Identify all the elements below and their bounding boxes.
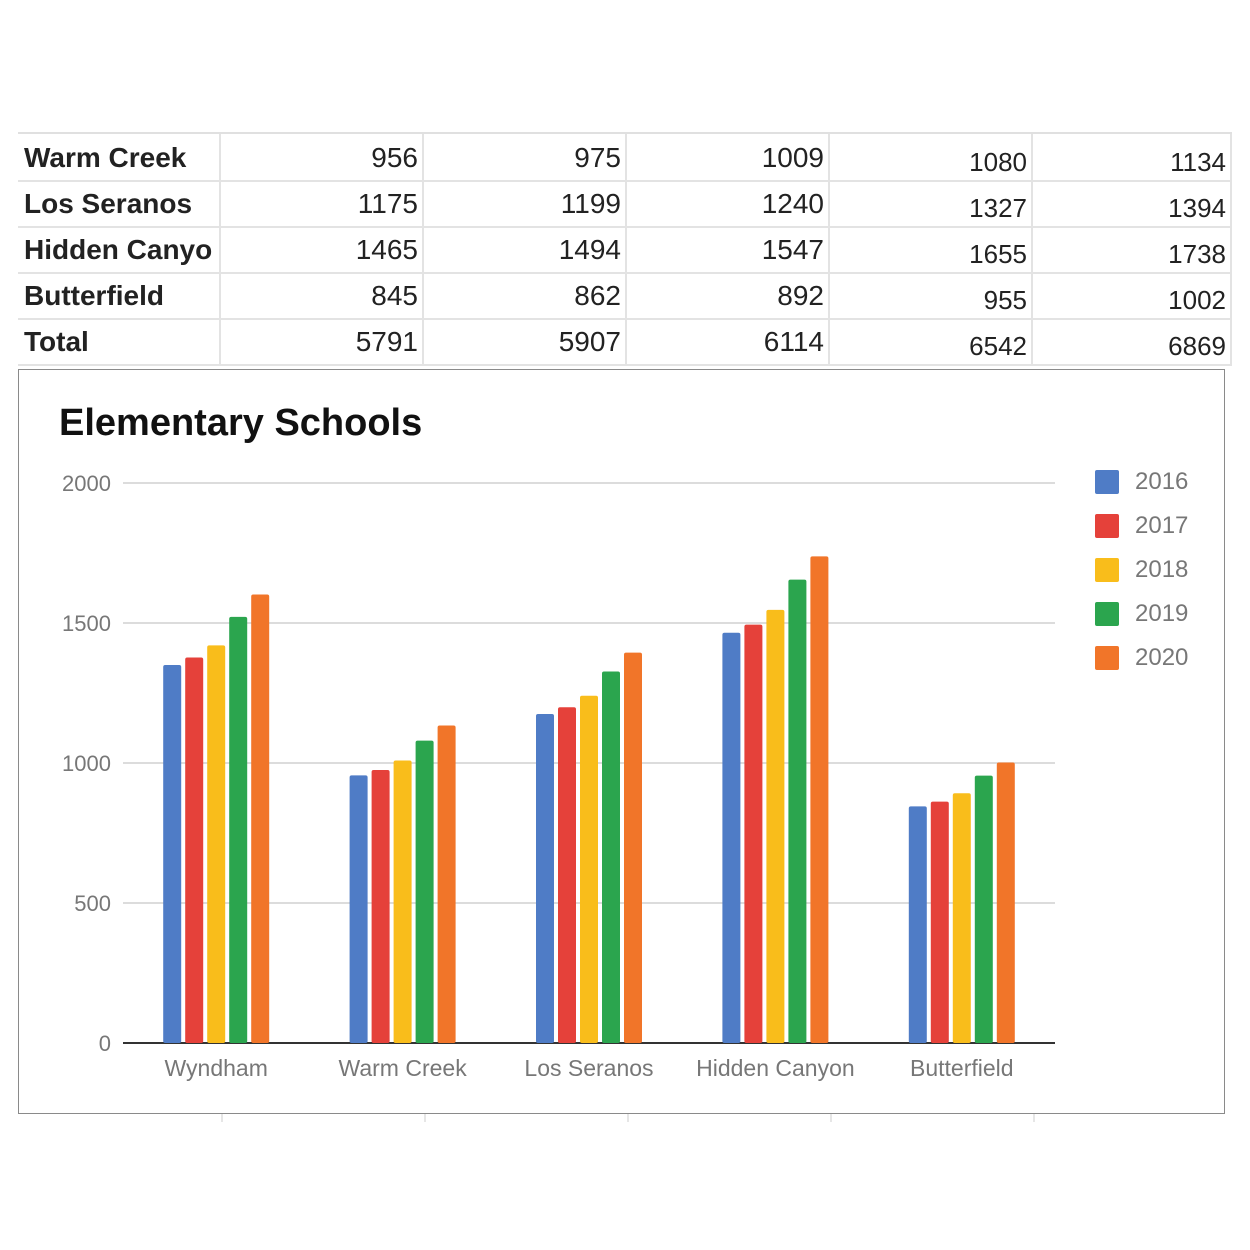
x-tick-label: Warm Creek [338,1055,467,1081]
table-cell[interactable]: 1080 [830,134,1033,180]
bar-2019[interactable] [602,671,620,1043]
legend-label: 2018 [1135,556,1189,583]
bar-2016[interactable] [349,775,368,1043]
bar-2020[interactable] [996,762,1015,1043]
bar-2017[interactable] [185,657,204,1043]
bar-2020[interactable] [437,725,456,1043]
table-cell[interactable]: 6869 [1033,318,1232,364]
bar-2018[interactable] [580,695,598,1043]
bar-2017[interactable] [744,624,763,1043]
bar-2019[interactable] [229,616,248,1043]
chart-title: Elementary Schools [59,402,423,444]
row-label[interactable]: Los Seranos [18,180,221,226]
table-cell[interactable]: 5907 [424,318,627,364]
table-cell[interactable]: 956 [221,134,424,180]
table-cell[interactable]: 1655 [830,226,1033,272]
table-cell[interactable]: 955 [830,272,1033,318]
row-label[interactable]: Total [18,318,221,364]
table-cell[interactable]: 1465 [221,226,424,272]
bar-2016[interactable] [722,632,741,1043]
sheet-gridline [424,1114,426,1122]
table-cell[interactable]: 892 [627,272,830,318]
legend-label: 2017 [1135,512,1189,539]
y-tick-label: 2000 [62,471,111,496]
bar-2016[interactable] [163,665,182,1043]
bar-2017[interactable] [930,801,949,1043]
table-cell[interactable]: 6542 [830,318,1033,364]
legend-label: 2020 [1135,644,1189,671]
x-tick-label: Hidden Canyon [696,1055,855,1081]
bar-2017[interactable] [371,770,390,1043]
table-row: Los Seranos 1175 1199 1240 1327 1394 [18,180,1232,228]
table-cell[interactable]: 1199 [424,180,627,226]
bar-2020[interactable] [251,594,270,1043]
table-cell[interactable]: 1494 [424,226,627,272]
row-label[interactable]: Butterfield [18,272,221,318]
bar-2018[interactable] [766,609,785,1043]
table-cell[interactable]: 1547 [627,226,830,272]
table-cell[interactable]: 5791 [221,318,424,364]
row-label[interactable]: Hidden Canyo [18,226,221,272]
sheet-gridline [221,1114,223,1122]
table-row: Hidden Canyo 1465 1494 1547 1655 1738 [18,226,1232,274]
legend-label: 2016 [1135,468,1189,495]
bar-2017[interactable] [558,707,576,1043]
bar-2020[interactable] [810,556,829,1043]
bar-2016[interactable] [908,806,927,1043]
table-cell[interactable]: 6114 [627,318,830,364]
table-cell[interactable]: 845 [221,272,424,318]
sheet-gridline [830,1114,832,1122]
table-row: Warm Creek 956 975 1009 1080 1134 [18,134,1232,182]
table-cell[interactable]: 1394 [1033,180,1232,226]
bar-2019[interactable] [415,740,434,1043]
bar-2018[interactable] [952,793,971,1043]
y-tick-label: 500 [74,891,111,916]
table-cell[interactable]: 1175 [221,180,424,226]
legend-swatch [1095,602,1119,626]
sheet-gridline [1033,1114,1035,1122]
sheet-gridline [627,1114,629,1122]
table-row: Total 5791 5907 6114 6542 6869 [18,318,1232,366]
legend-swatch [1095,646,1119,670]
x-tick-label: Butterfield [910,1055,1014,1081]
bar-2019[interactable] [974,775,993,1043]
spreadsheet-table: Warm Creek 956 975 1009 1080 1134 Los Seranos 1… [18,132,1232,372]
x-tick-label: Los Seranos [524,1055,653,1081]
bar-chart: 0 500 1000 1500 2000 Wyndham Warm Creek Los Ser… [62,471,1055,1081]
table-cell[interactable]: 862 [424,272,627,318]
chart-panel[interactable]: Elementary Schools 0 500 1000 1500 2000 Wyndh… [18,369,1225,1114]
table-cell[interactable]: 1134 [1033,134,1232,180]
table-cell[interactable]: 1327 [830,180,1033,226]
table-cell[interactable]: 1009 [627,134,830,180]
bar-2020[interactable] [624,652,642,1043]
table-cell[interactable]: 1240 [627,180,830,226]
table-cell[interactable]: 975 [424,134,627,180]
legend-label: 2019 [1135,600,1189,627]
table-row: Butterfield 845 862 892 955 1002 [18,272,1232,320]
row-label[interactable]: Warm Creek [18,134,221,180]
bar-2018[interactable] [393,760,412,1043]
x-tick-label: Wyndham [165,1055,268,1081]
table-cell[interactable]: 1002 [1033,272,1232,318]
table-cell[interactable]: 1738 [1033,226,1232,272]
y-tick-label: 1500 [62,611,111,636]
legend-swatch [1095,470,1119,494]
y-tick-label: 1000 [62,751,111,776]
bar-2016[interactable] [536,714,554,1043]
bar-2019[interactable] [788,579,807,1043]
y-tick-label: 0 [99,1031,111,1056]
legend-swatch [1095,558,1119,582]
bar-2018[interactable] [207,645,226,1043]
legend-swatch [1095,514,1119,538]
